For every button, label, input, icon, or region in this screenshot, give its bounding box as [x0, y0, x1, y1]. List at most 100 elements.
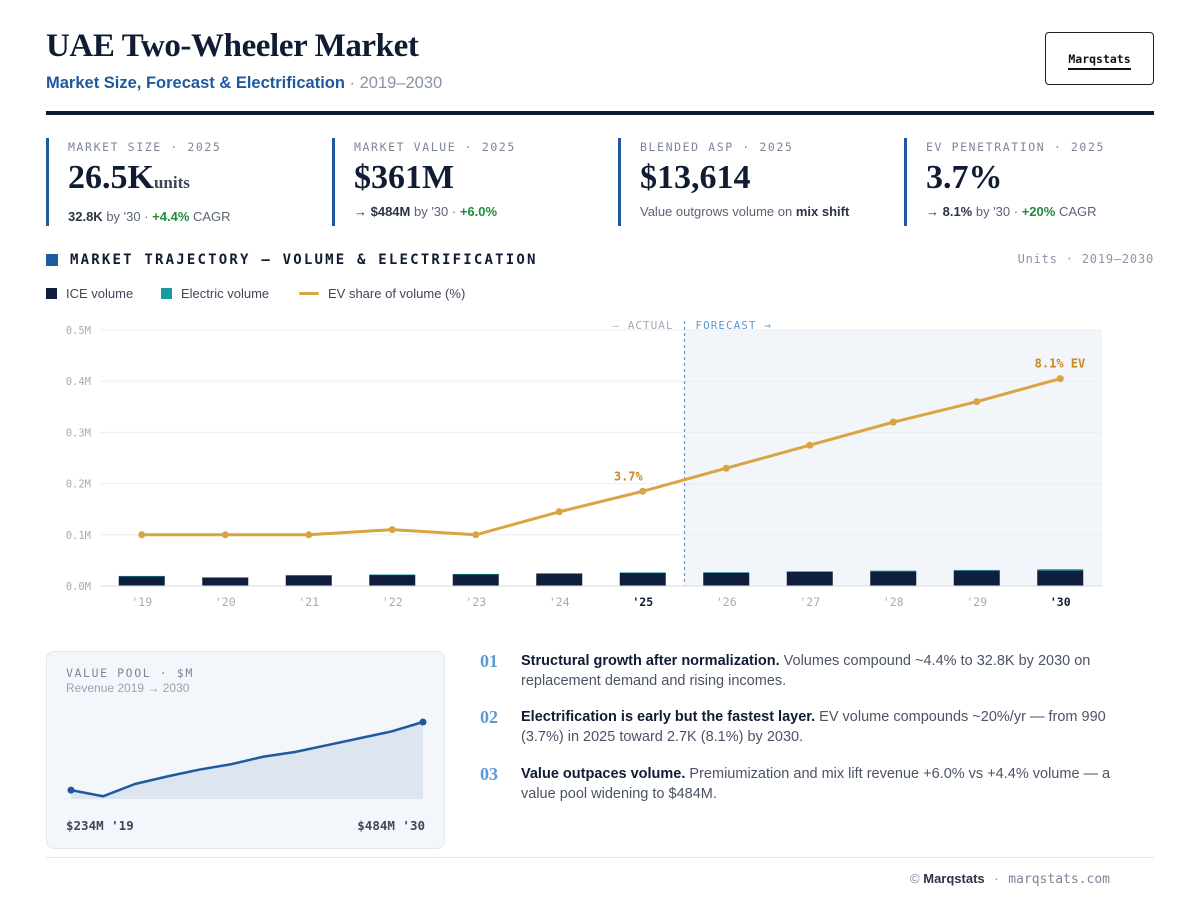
bar-ice [285, 575, 332, 586]
x-tick-label: '19 [131, 595, 152, 609]
bar-ev [369, 574, 416, 576]
bar-ev [452, 573, 499, 575]
kpi-foot-strong: → $484M [354, 204, 411, 219]
x-tick-label: '20 [215, 595, 236, 609]
bar-ice [703, 572, 750, 586]
page-title: UAE Two-Wheeler Market [46, 28, 419, 64]
insight-lead: Structural growth after normalization. [521, 653, 780, 669]
ev-share-point [1056, 375, 1064, 383]
legend-swatch-ev [161, 288, 172, 299]
kpi-foot-growth: +4.4% [152, 209, 190, 224]
footer-rule [46, 857, 1154, 858]
bar-ev [285, 575, 332, 576]
kpi-value-number: 3.7% [926, 159, 1003, 196]
x-tick-label: '30 [1050, 595, 1071, 609]
bar-ev [1037, 569, 1084, 571]
header: UAE Two-Wheeler Market Market Size, Fore… [46, 28, 1154, 116]
bar-ev [118, 575, 165, 577]
footer-site-link[interactable]: marqstats.com [1008, 872, 1110, 887]
value-pool-chart [67, 718, 427, 799]
section-note: Units · 2019–2030 [1017, 252, 1154, 266]
legend-label-share: EV share of volume (%) [328, 286, 466, 301]
section-marker [46, 254, 58, 266]
bar-ice [536, 573, 583, 586]
bar-ice [870, 571, 917, 586]
ev-share-annotation: 3.7% [614, 469, 644, 483]
section-header: MARKET TRAJECTORY — VOLUME & ELECTRIFICA… [46, 252, 1154, 272]
kpi-value: $361M [354, 160, 602, 196]
y-tick-label: 0.2M [66, 479, 91, 491]
y-tick-label: 0.1M [66, 530, 91, 542]
y-tick-label: 0.3M [66, 427, 91, 439]
kpi-foot-growth: +6.0% [459, 204, 498, 219]
bar-ev [202, 577, 249, 578]
value-pool-start-label: $234M '19 [66, 818, 134, 833]
ev-share-point [138, 531, 146, 539]
value-pool-end-label: $484M '30 [357, 818, 425, 833]
forecast-region [684, 330, 1102, 586]
kpi-foot: → $484M by '30 · +6.0% [354, 204, 602, 219]
x-tick-label: '27 [799, 595, 820, 609]
kpi-label: EV PENETRATION · 2025 [926, 140, 1105, 154]
bar-ice [1037, 570, 1084, 586]
bar-ev [953, 569, 1000, 571]
subtitle-years: 2019–2030 [359, 74, 443, 92]
legend-label-ev: Electric volume [181, 286, 270, 301]
legend-item-share[interactable]: EV share of volume (%) [299, 286, 465, 301]
ev-share-point [973, 398, 981, 406]
brand-logo[interactable]: Marqstats [1045, 32, 1154, 85]
value-pool-card: VALUE POOL · $M Revenue 2019 → 2030 $234… [46, 651, 445, 849]
x-tick-label: '24 [549, 595, 570, 609]
bar-ev [786, 571, 833, 572]
insight-text: Electrification is early but the fastest… [521, 707, 1121, 747]
subtitle-separator: · [349, 74, 356, 92]
value-pool-line [70, 720, 424, 798]
subtitle-lead: Market Size, Forecast & Electrification [46, 74, 345, 92]
legend-item-ice[interactable]: ICE volume [46, 286, 133, 301]
bar-ice [118, 576, 165, 586]
bar-ev [536, 573, 583, 574]
kpi-value: 26.5Kunits [68, 160, 316, 201]
ev-share-point [889, 418, 897, 426]
kpi-value-number: 26.5K [68, 159, 154, 196]
ev-share-point [639, 487, 647, 495]
kpi-foot-mid: by '30 · [410, 204, 460, 219]
ev-share-annotation: 8.1% EV [1035, 357, 1086, 371]
legend-swatch-ice [46, 288, 57, 299]
y-tick-label: 0.5M [66, 325, 91, 337]
logo-text: Marqstats [1068, 51, 1131, 70]
kpi-ev-penetration: EV PENETRATION · 2025 3.7% → 8.1% by '30… [904, 138, 1154, 226]
insight-text: Structural growth after normalization. V… [521, 651, 1121, 691]
ev-share-point [555, 508, 563, 516]
footer: © Marqstats · marqstats.com [910, 871, 1110, 887]
insight-body: EV volume compounds ~20%/yr — from 990 (… [521, 709, 1106, 745]
kpi-market-value: MARKET VALUE · 2025 $361M → $484M by '30… [332, 138, 602, 226]
legend-item-ev[interactable]: Electric volume [161, 286, 269, 301]
x-tick-label: '22 [382, 595, 403, 609]
kpi-foot-strong: mix shift [795, 204, 850, 219]
kpi-label: MARKET SIZE · 2025 [68, 140, 222, 154]
x-tick-label: '28 [883, 595, 904, 609]
kpi-blended-asp: BLENDED ASP · 2025 $13,614 Value outgrow… [618, 138, 888, 226]
x-tick-label: '21 [298, 595, 319, 609]
x-tick-label: '25 [632, 595, 653, 609]
bar-ice [953, 570, 1000, 586]
page-subtitle: Market Size, Forecast & Electrification … [46, 74, 442, 93]
value-pool-end-point [419, 718, 427, 726]
insight-lead: Value outpaces volume. [521, 766, 686, 782]
x-tick-label: '29 [966, 595, 987, 609]
value-pool-title: VALUE POOL · $M [66, 666, 194, 680]
ev-share-point [221, 531, 229, 539]
kpi-foot-tail: CAGR [1055, 204, 1097, 219]
trajectory-chart: 0.0M 0.1M 0.2M 0.3M 0.4M 0.5M — ACTUAL FORECAST… [66, 319, 1102, 609]
kpi-market-size: MARKET SIZE · 2025 26.5Kunits 32.8K by '… [46, 138, 316, 226]
insight-text: Value outpaces volume. Premiumization an… [521, 764, 1121, 804]
insight-body: Volumes compound ~4.4% to 32.8K by 2030 … [521, 653, 1091, 689]
kpi-foot: 32.8K by '30 · +4.4% CAGR [68, 209, 316, 224]
kpi-foot: → 8.1% by '30 · +20% CAGR [926, 204, 1154, 219]
ev-share-line [141, 377, 1061, 537]
kpi-foot-growth: +20% [1021, 204, 1056, 219]
ev-share-point [305, 531, 313, 539]
kpi-foot-strong: → 8.1% [926, 204, 973, 219]
kpi-value-number: $13,614 [640, 159, 751, 196]
